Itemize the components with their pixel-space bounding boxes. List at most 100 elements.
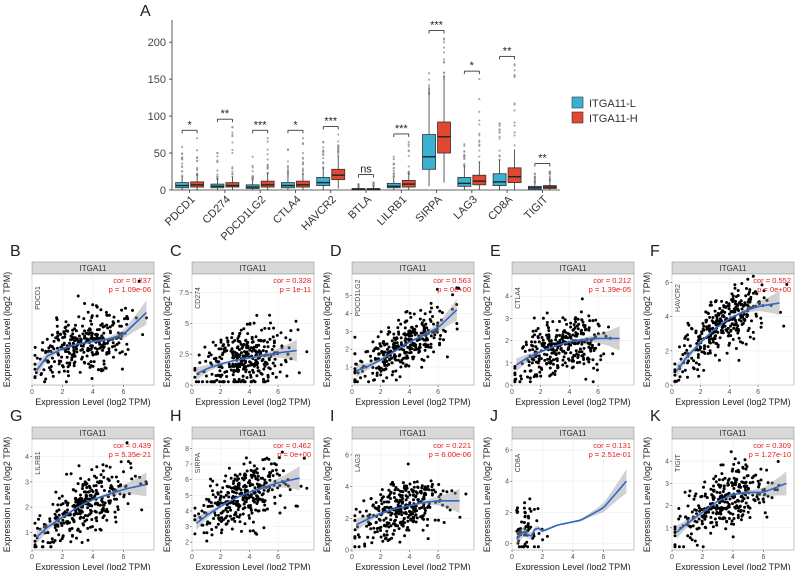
data-point [736,513,740,517]
y-tick-label: 0 [345,548,349,555]
data-point [561,333,565,337]
data-point [686,375,689,379]
data-point [422,359,426,362]
data-point [583,325,587,329]
data-point [99,481,103,484]
data-point [372,526,376,530]
data-point [397,332,401,336]
data-point [88,504,92,508]
data-point [392,332,396,336]
data-point [536,545,540,549]
data-point [752,291,755,295]
data-point [776,460,780,463]
data-point [429,479,433,483]
x-axis-title: Expression Level (log2 TPM) [515,562,630,570]
data-point [744,467,748,471]
data-point [708,303,712,307]
data-point [137,279,141,283]
data-point [596,322,600,326]
data-point [765,468,769,472]
data-point [387,330,391,334]
data-point [738,505,742,508]
box-itga11-l [492,173,507,186]
y-tick-label: 3 [505,316,509,323]
outlier-point [196,137,199,140]
data-point [377,365,381,369]
data-point [235,364,238,368]
data-point [255,363,259,367]
data-point [422,329,426,333]
data-point [94,484,98,488]
data-point [737,489,741,493]
data-point [130,477,134,481]
outlier-point [322,153,325,157]
data-point [238,520,242,524]
cor-label: cor = 0.131 [593,441,631,450]
data-point [226,339,230,343]
data-point [437,518,440,522]
data-point [552,351,556,354]
data-point [596,332,600,336]
data-point [523,510,527,514]
data-point [528,348,532,352]
outlier-point [251,178,254,181]
data-point [574,316,578,320]
data-point [73,360,77,364]
data-point [411,519,415,523]
data-point [51,502,55,506]
data-point [529,509,533,513]
data-point [775,488,779,492]
data-point [370,541,374,545]
data-point [101,469,105,473]
data-point [103,324,106,328]
data-point [432,350,436,354]
data-point [696,368,700,372]
data-point [707,510,711,514]
data-point [390,536,394,540]
y-tick-label: 2.5 [179,352,189,359]
data-point [377,526,381,530]
data-point [597,343,601,346]
y-tick-label: 0 [505,383,509,390]
data-point [213,501,217,505]
data-point [240,351,243,355]
data-point [396,326,400,330]
data-point [71,328,75,332]
y-axis-title: Expression Level (log2 TPM) [2,272,12,387]
data-point [591,380,595,384]
y-tick-label: 2 [25,505,29,512]
data-point [95,519,99,523]
data-point [571,356,575,360]
data-point [709,487,713,491]
data-point [533,333,536,337]
data-point [524,343,528,347]
data-point [253,486,257,490]
legend-label: ITGA11-L [589,98,636,110]
data-point [289,329,293,333]
data-point [33,345,37,349]
data-point [305,486,309,490]
data-point [244,485,248,489]
data-point [394,378,398,382]
data-point [679,357,683,361]
x-axis-title: Expression Level (log2 TPM) [355,397,470,407]
data-point [543,358,547,362]
y-tick-label: 3 [665,481,669,488]
data-point [382,361,386,365]
data-point [246,364,250,368]
outlier-point [407,154,410,157]
data-point [255,313,259,317]
data-point [202,504,206,507]
data-point [393,488,397,492]
data-point [732,462,736,466]
data-point [567,342,571,346]
data-point [730,292,734,296]
data-point [76,512,80,516]
outlier-point [301,141,305,145]
data-point [693,519,697,523]
data-point [405,354,409,358]
data-point [60,355,64,359]
data-point [393,347,397,351]
